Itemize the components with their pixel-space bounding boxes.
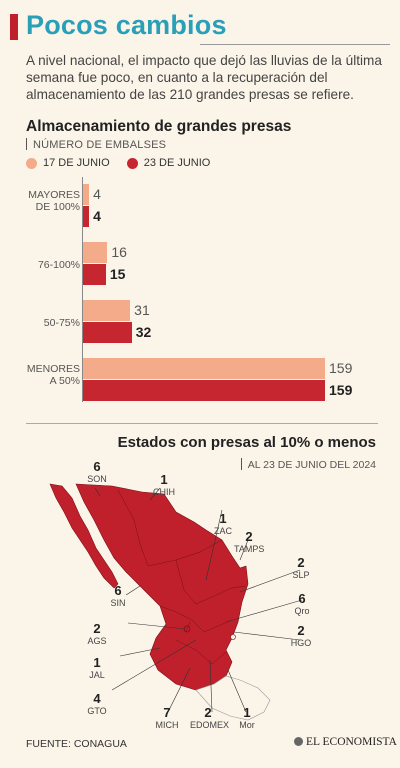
section-divider <box>26 423 378 424</box>
chart-subtitle: NÚMERO DE EMBALSES <box>26 138 166 151</box>
chart-title: Almacenamiento de grandes presas <box>26 118 292 135</box>
bar-value-label: 31 <box>134 302 150 318</box>
baja-california-shape <box>49 483 119 589</box>
map-subtitle: AL 23 DE JUNIO DEL 2024 <box>150 458 376 471</box>
category-label: MENORES A 50% <box>26 363 80 387</box>
source-note: FUENTE: CONAGUA <box>26 738 127 750</box>
map-title: Estados con presas al 10% o menos <box>117 434 376 451</box>
state-label-gto: 4 GTO <box>87 691 107 717</box>
page-title: Pocos cambios <box>26 10 227 40</box>
state-label-sin: 6 SIN <box>110 583 126 609</box>
leader-lines <box>94 487 303 713</box>
chart-axis <box>82 177 83 402</box>
bar-value-label: 16 <box>111 244 127 260</box>
bar-17-junio <box>83 184 90 205</box>
title-rule <box>200 44 390 45</box>
cdmx-marker <box>230 634 236 640</box>
state-label-son: 6 SON <box>87 459 107 485</box>
mexico-map <box>49 483 303 721</box>
state-label-hgo: 2 HGO <box>290 623 312 649</box>
category-label: 76-100% <box>37 259 80 271</box>
bar-value-label: 159 <box>329 382 353 398</box>
category-label: MAYORES DE 100% <box>28 189 80 213</box>
intro-text: A nivel nacional, el impacto que dejó la… <box>26 53 382 102</box>
state-label-edomex: 2 EDOMEX <box>190 705 230 731</box>
state-label-mich: 7 MICH <box>155 705 179 731</box>
bar-17-junio <box>83 358 325 379</box>
state-label-qro: 6 Qro <box>294 591 310 617</box>
legend-item-23-junio: 23 DE JUNIO <box>126 157 210 169</box>
southern-region-shape <box>195 675 271 721</box>
chart-legend: 17 DE JUNIO 23 DE JUNIO <box>26 157 224 172</box>
brand-icon <box>294 737 303 746</box>
bar-23-junio <box>83 380 325 401</box>
title-accent <box>10 14 18 40</box>
bar-value-label: 32 <box>135 324 152 340</box>
state-label-jal: 1 JAL <box>89 655 105 681</box>
mainland-shape <box>75 483 249 691</box>
state-label-tamps: 2 TAMPS <box>234 529 265 555</box>
category-label: 50-75% <box>43 317 80 329</box>
bar-23-junio <box>83 322 132 343</box>
state-label-mor: 1 Mor <box>239 705 255 731</box>
bar-value-label: 159 <box>329 360 353 376</box>
state-label-zac: 1 ZAC <box>214 511 232 537</box>
state-label-ags: 2 AGS <box>87 621 107 647</box>
bar-23-junio <box>83 264 106 285</box>
bar-23-junio <box>83 206 90 227</box>
brand-logo: EL ECONOMISTA <box>294 736 397 748</box>
legend-item-17-junio: 17 DE JUNIO <box>26 157 110 169</box>
bar-value-label: 4 <box>93 186 101 202</box>
state-label-slp: 2 SLP <box>292 555 310 581</box>
bar-value-label: 15 <box>109 266 126 282</box>
bar-value-label: 4 <box>93 208 101 224</box>
state-label-chih: 1 CHIH <box>153 472 175 498</box>
bar-17-junio <box>83 300 131 321</box>
bar-17-junio <box>83 242 108 263</box>
state-borders <box>117 489 247 665</box>
